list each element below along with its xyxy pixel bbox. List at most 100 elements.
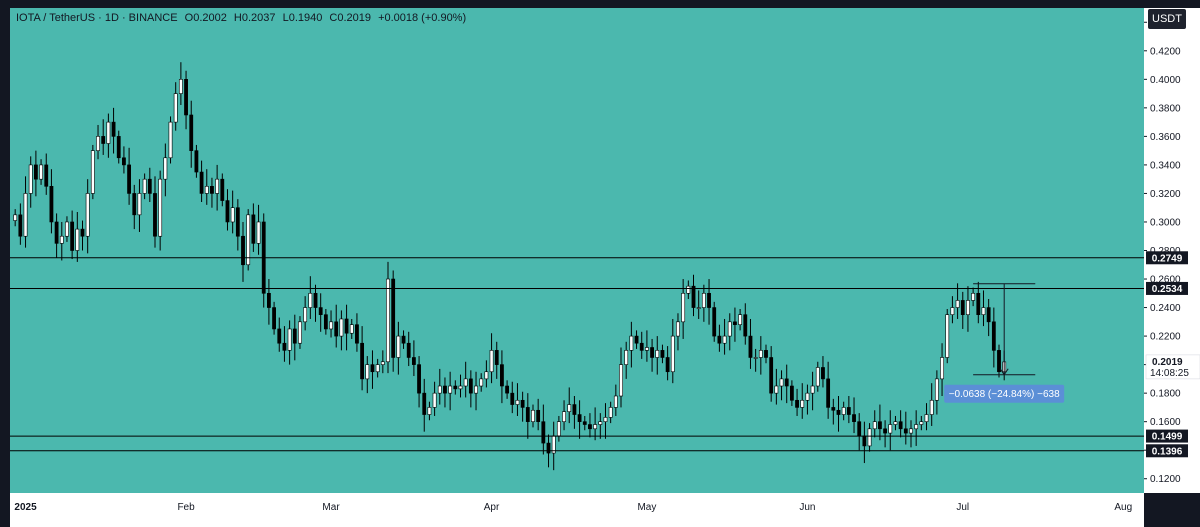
candle-body: [893, 421, 898, 425]
candle-body: [841, 407, 846, 415]
candle: [981, 290, 986, 327]
candle: [349, 318, 354, 339]
candle-body: [857, 421, 862, 437]
candle-body: [929, 399, 934, 415]
candle-body: [826, 378, 831, 408]
candle-body: [411, 357, 416, 365]
candle-body: [753, 357, 758, 359]
candle-body: [639, 342, 644, 351]
candle-body: [308, 292, 313, 308]
candle-body: [101, 136, 106, 144]
candle: [406, 331, 411, 367]
candle-body: [225, 200, 230, 223]
candle-body: [541, 421, 546, 444]
candle-body: [220, 178, 225, 201]
candle-body: [28, 164, 33, 194]
candle: [639, 331, 644, 359]
candle: [500, 350, 504, 404]
candle: [427, 401, 432, 421]
candle-body: [676, 321, 680, 337]
candle: [525, 393, 530, 439]
candle: [184, 70, 188, 130]
candle-body: [986, 307, 991, 323]
time-tick-label: Feb: [177, 502, 195, 513]
candle-body: [872, 421, 877, 430]
candle-body: [23, 193, 28, 237]
candle: [727, 313, 732, 351]
candle-body: [800, 399, 805, 408]
candle: [474, 371, 478, 411]
candle-body: [981, 307, 986, 315]
levels-layer: [10, 257, 1144, 452]
level-tag: [1146, 429, 1188, 443]
candle-body: [184, 79, 188, 116]
candle-body: [955, 300, 960, 308]
candle: [334, 304, 339, 348]
candle: [360, 326, 365, 391]
candle-body: [500, 364, 504, 387]
candle: [210, 177, 214, 208]
candle-body: [821, 367, 825, 380]
candle: [598, 413, 603, 439]
candle: [225, 189, 230, 231]
candle: [505, 380, 510, 399]
candle: [753, 348, 758, 372]
candle: [955, 283, 960, 319]
candle: [691, 274, 696, 317]
candle: [468, 370, 473, 408]
candle-body: [163, 157, 168, 180]
candle-body: [282, 342, 287, 351]
candle-body: [505, 385, 510, 394]
price-axis[interactable]: [1144, 8, 1200, 493]
time-axis[interactable]: [10, 493, 1144, 527]
candle: [494, 341, 499, 379]
level-tag: [1146, 251, 1188, 265]
candle-body: [313, 292, 318, 308]
level-price-label: 0.2749: [1152, 253, 1183, 264]
candle: [127, 147, 132, 205]
candle: [178, 62, 183, 105]
candle-body: [122, 157, 126, 166]
candle: [862, 421, 867, 464]
candle: [815, 361, 820, 392]
candle-body: [769, 357, 774, 394]
candle: [556, 415, 561, 442]
candle: [422, 378, 427, 432]
candle: [489, 333, 494, 384]
candle: [215, 164, 220, 211]
candle-body: [624, 350, 629, 365]
chart-plot-area[interactable]: [10, 8, 1144, 493]
candle: [634, 330, 639, 349]
candle: [479, 373, 484, 392]
candle-body: [536, 409, 541, 422]
candle: [458, 374, 463, 398]
candle: [111, 107, 116, 154]
candle: [774, 368, 779, 405]
candle: [909, 420, 913, 448]
candle-body: [836, 409, 841, 415]
candle-body: [650, 347, 654, 358]
candle-body: [789, 385, 794, 401]
candle-body: [417, 364, 421, 394]
candle: [13, 209, 18, 227]
candle: [153, 176, 157, 248]
candle-body: [572, 404, 577, 415]
candle: [857, 413, 862, 451]
candle-body: [251, 214, 256, 244]
current-price-label: 0.2019: [1152, 357, 1183, 368]
candle-body: [562, 411, 566, 422]
price-tick-label: 0.2200: [1150, 332, 1181, 343]
candle: [603, 403, 608, 439]
candle: [764, 344, 768, 364]
candle-body: [443, 385, 447, 394]
candle-body: [924, 414, 929, 422]
price-tick-label: 0.2400: [1150, 303, 1181, 314]
currency-button[interactable]: USDT: [1148, 9, 1186, 29]
candle: [805, 384, 810, 415]
time-tick-label: Mar: [322, 502, 340, 513]
candle-body: [406, 342, 411, 358]
candle: [733, 307, 737, 342]
candle-body: [54, 221, 59, 244]
candle: [945, 308, 950, 364]
candle: [256, 204, 261, 255]
